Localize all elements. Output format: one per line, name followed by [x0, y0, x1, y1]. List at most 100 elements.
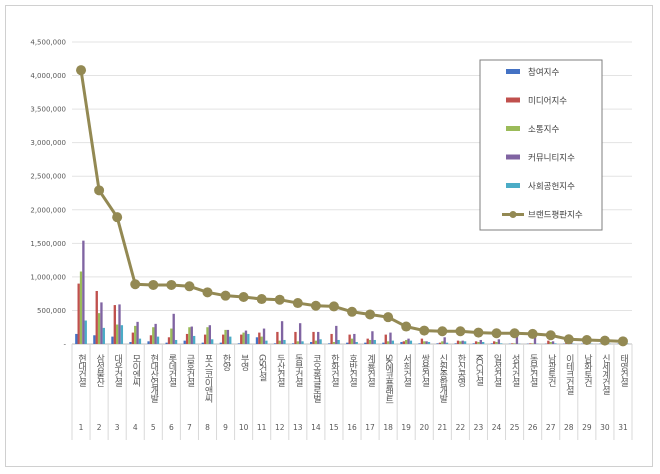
bar-0-2 — [111, 336, 114, 344]
bar-1-0 — [77, 283, 80, 344]
bar-3-26 — [551, 341, 555, 344]
category-label: 태영건설 — [618, 354, 628, 387]
bar-2-9 — [242, 332, 245, 344]
rank-label: 10 — [239, 423, 249, 432]
legend-marker — [509, 211, 517, 218]
legend-swatch — [506, 183, 520, 188]
bar-3-19 — [425, 341, 428, 344]
bar-3-13 — [317, 331, 320, 344]
bar-4-0 — [84, 320, 87, 344]
rank-label: 17 — [365, 423, 375, 432]
line-point-26 — [545, 330, 556, 341]
bar-2-10 — [260, 336, 263, 344]
bar-1-17 — [384, 334, 387, 344]
bar-4-13 — [319, 339, 322, 344]
line-point-27 — [563, 334, 574, 345]
category-label: 두산건설 — [275, 354, 285, 387]
y-tick-label: 2,000,000 — [30, 206, 66, 214]
bar-1-24 — [511, 343, 514, 344]
line-point-2 — [112, 212, 123, 223]
rank-label: 18 — [383, 423, 393, 432]
line-point-5 — [166, 279, 177, 290]
bar-3-18 — [407, 338, 410, 344]
legend-label: 소통지수 — [528, 125, 559, 135]
bar-3-16 — [371, 331, 374, 344]
category-label: 포스코이앤씨 — [202, 354, 212, 403]
rank-label: 29 — [582, 423, 592, 432]
bar-3-4 — [154, 323, 157, 344]
rank-label: 31 — [618, 423, 628, 432]
bar-4-17 — [391, 340, 394, 344]
legend-swatch — [506, 126, 520, 131]
category-label: 동부건설 — [293, 354, 303, 387]
rank-label: 22 — [456, 423, 466, 432]
bar-3-24 — [515, 335, 519, 344]
y-tick-label: 500,000 — [37, 307, 66, 315]
bar-3-15 — [353, 333, 356, 344]
rank-label: 14 — [311, 423, 321, 432]
bar-1-19 — [420, 338, 424, 344]
category-label: 금호건설 — [184, 354, 194, 387]
bar-2-20 — [441, 341, 444, 344]
bar-2-19 — [423, 341, 426, 344]
category-label: 부영 — [239, 354, 249, 371]
bar-3-12 — [298, 323, 302, 344]
category-label: 호반건설 — [347, 354, 357, 387]
bar-1-15 — [348, 334, 351, 344]
line-point-30 — [617, 336, 628, 347]
category-label: 계룡건설 — [365, 353, 375, 387]
legend-label: 참여지수 — [528, 67, 559, 78]
bar-2-22 — [477, 341, 480, 344]
category-label: 쌍용건설 — [419, 354, 429, 387]
line-point-13 — [310, 300, 321, 311]
category-label: 동문건설 — [528, 354, 538, 387]
rank-label: 4 — [133, 423, 138, 432]
bar-2-4 — [152, 327, 155, 344]
line-point-1 — [94, 185, 105, 196]
rank-label: 15 — [329, 423, 339, 432]
category-label: 현대산업개발 — [148, 354, 158, 403]
line-point-25 — [527, 328, 538, 339]
bar-2-13 — [314, 340, 318, 344]
bar-2-18 — [405, 339, 408, 344]
bar-4-23 — [500, 343, 503, 344]
bar-1-18 — [402, 341, 406, 344]
line-point-28 — [581, 334, 592, 345]
bar-1-10 — [258, 332, 261, 344]
bar-0-19 — [418, 343, 421, 344]
bar-2-26 — [549, 341, 552, 344]
bar-4-22 — [481, 341, 485, 344]
rank-label: 1 — [79, 423, 84, 432]
category-label: 남광토건 — [546, 354, 556, 387]
rank-label: 5 — [151, 423, 156, 432]
chart-frame — [5, 5, 653, 467]
bar-3-3 — [136, 321, 139, 344]
bar-4-9 — [247, 333, 250, 344]
line-point-12 — [292, 298, 303, 309]
y-tick-label: 2,500,000 — [30, 173, 66, 181]
line-point-15 — [347, 306, 357, 317]
bar-3-10 — [262, 328, 266, 344]
legend-label: 커뮤니티지수 — [528, 153, 575, 164]
bar-2-15 — [350, 338, 354, 344]
line-point-0 — [76, 65, 87, 76]
bar-3-6 — [190, 326, 193, 344]
bar-1-5 — [167, 337, 171, 344]
legend-swatch — [506, 154, 520, 160]
bar-2-0 — [79, 271, 83, 344]
bar-0-5 — [165, 342, 168, 344]
category-label: 대우건설 — [112, 354, 122, 387]
line-point-8 — [220, 290, 231, 301]
legend-label: 사회공헌지수 — [528, 182, 575, 192]
y-tick-label: 4,000,000 — [30, 72, 66, 80]
category-label: 남화토건 — [582, 354, 592, 387]
bar-1-20 — [438, 342, 442, 344]
rank-label: 13 — [293, 423, 303, 432]
bar-1-11 — [276, 331, 279, 344]
category-label: 성지건설 — [510, 354, 520, 387]
bar-4-21 — [463, 341, 467, 344]
bar-0-4 — [147, 341, 150, 344]
rank-label: 26 — [528, 423, 538, 432]
